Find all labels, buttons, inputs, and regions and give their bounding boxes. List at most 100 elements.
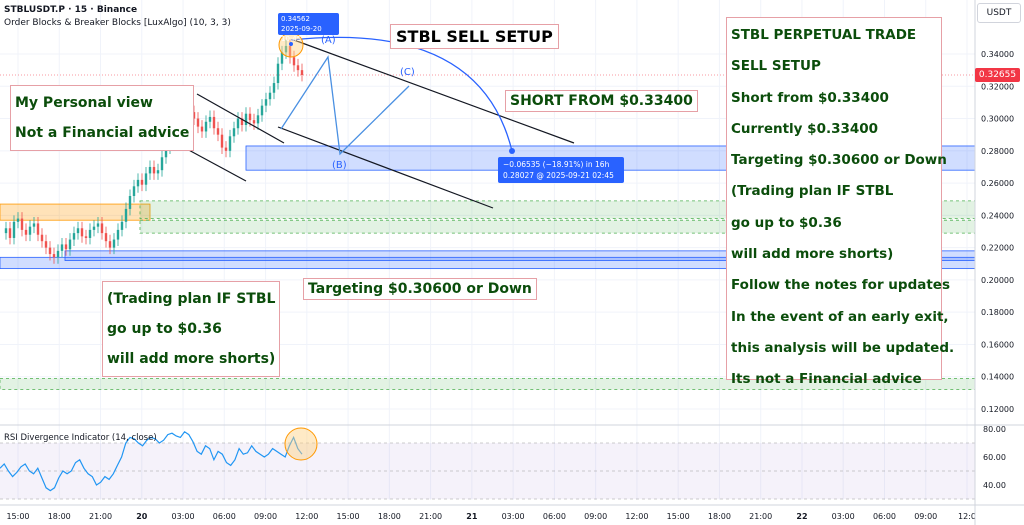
order-block-orange — [0, 203, 151, 221]
x-tick-label: 15:00 — [6, 512, 29, 521]
candle-body — [120, 221, 124, 230]
candle-body — [108, 241, 112, 248]
x-tick-label: 18:00 — [48, 512, 71, 521]
title-note[interactable]: STBL SELL SETUP — [390, 24, 559, 49]
plan-line-1: (Trading plan IF STBL — [107, 291, 276, 307]
side-line-11: this analysis will be updated. — [731, 339, 955, 356]
x-tick-label: 22 — [796, 512, 807, 521]
abc-wave-path — [280, 55, 410, 156]
side-line-12: Its not a Financial advice — [731, 371, 922, 388]
top-dot — [289, 42, 293, 46]
personal-line-1: My Personal view — [15, 95, 153, 111]
candle-body — [240, 118, 244, 125]
x-tick-label: 12:00 — [295, 512, 318, 521]
side-line-8: will add more shorts) — [731, 246, 894, 263]
candle-body — [284, 45, 288, 53]
side-line-6: (Trading plan IF STBL — [731, 183, 894, 200]
y-tick-label: 0.18000 — [981, 308, 1014, 317]
candle-body — [44, 241, 48, 248]
x-tick-label: 21:00 — [419, 512, 442, 521]
side-line-10: In the event of an early exit, — [731, 308, 949, 325]
wave-label-c: (C) — [400, 67, 415, 78]
candle-body — [60, 244, 64, 251]
candle-body — [156, 170, 160, 174]
y-tick-label: 0.32000 — [981, 82, 1014, 91]
top-price-time: 2025-09-20 10:45 — [281, 25, 322, 43]
trading-plan-note[interactable]: (Trading plan IF STBL go up to $0.36 wil… — [102, 281, 281, 377]
candle-body — [228, 136, 232, 151]
candle-body — [76, 228, 80, 234]
candle-body — [12, 221, 16, 238]
candle-body — [64, 244, 68, 250]
x-tick-label: 06:00 — [543, 512, 566, 521]
y-tick-label: 0.28000 — [981, 147, 1014, 156]
x-tick-label: 15:00 — [337, 512, 360, 521]
candle-body — [204, 121, 208, 132]
candle-body — [160, 157, 164, 171]
drawings — [184, 32, 575, 209]
side-line-4: Currently $0.33400 — [731, 120, 879, 137]
candle-body — [260, 105, 264, 116]
short-note[interactable]: SHORT FROM $0.33400 — [505, 90, 698, 112]
target-text: Targeting $0.30600 or Down — [308, 281, 532, 297]
candle-body — [236, 118, 240, 129]
candle-body — [68, 239, 72, 250]
x-tick-label: 21 — [466, 512, 478, 521]
candle-body — [212, 116, 216, 129]
candle-body — [208, 116, 212, 122]
candle-body — [84, 236, 88, 238]
rsi-tick-label: 80.00 — [983, 425, 1006, 434]
candle-body — [124, 208, 128, 222]
measure-change: −0.06535 (−18.91%) in 16h — [503, 160, 610, 169]
candle-body — [264, 99, 268, 106]
projection-arc — [290, 36, 513, 152]
side-line-3: Short from $0.33400 — [731, 89, 889, 106]
x-tick-label: 12:0 — [958, 512, 976, 521]
candle-body — [244, 113, 248, 125]
candle-body — [288, 45, 292, 58]
candle-body — [216, 128, 220, 135]
x-tick-label: 06:00 — [213, 512, 236, 521]
side-line-5: Targeting $0.30600 or Down — [731, 152, 947, 169]
candle-body — [128, 196, 132, 209]
currency-button[interactable]: USDT — [977, 3, 1021, 23]
top-price-tooltip: 0.34562 2025-09-20 10:45 — [278, 13, 339, 43]
plan-line-2: go up to $0.36 — [107, 321, 222, 337]
wave-label-b: (B) — [332, 160, 347, 171]
candle-body — [268, 92, 272, 100]
x-tick-label: 03:00 — [832, 512, 855, 521]
candle-body — [280, 52, 284, 64]
side-line-7: go up to $0.36 — [731, 214, 842, 231]
y-tick-label: 0.26000 — [981, 179, 1014, 188]
candle-body — [272, 83, 276, 93]
target-note[interactable]: Targeting $0.30600 or Down — [303, 278, 537, 300]
candle-body — [116, 229, 120, 240]
candle-body — [100, 223, 104, 234]
rsi-indicator-label: RSI Divergence Indicator (14, close) — [4, 433, 157, 443]
trendline-upper-1 — [196, 93, 285, 144]
candle-body — [80, 228, 84, 237]
candle-body — [248, 113, 252, 121]
candle-body — [132, 186, 136, 196]
personal-view-note[interactable]: My Personal view Not a Financial advice — [10, 85, 195, 151]
candle-body — [104, 233, 108, 242]
trendline-lower-1 — [184, 147, 247, 182]
candle-body — [252, 120, 256, 124]
side-analysis-note[interactable]: STBL PERPETUAL TRADE SELL SETUP Short fr… — [726, 17, 955, 387]
x-tick-label: 18:00 — [708, 512, 731, 521]
side-line-1: STBL PERPETUAL TRADE — [731, 27, 917, 43]
x-tick-label: 21:00 — [89, 512, 112, 521]
x-tick-label: 06:00 — [873, 512, 896, 521]
candle-body — [96, 223, 100, 227]
candle-body — [20, 218, 24, 230]
candle-body — [300, 70, 304, 75]
candles — [4, 39, 304, 264]
candle-body — [52, 254, 56, 258]
candle-body — [4, 228, 8, 234]
y-tick-label: 0.16000 — [981, 340, 1014, 349]
x-tick-label: 12:00 — [625, 512, 648, 521]
side-line-2: SELL SETUP — [731, 58, 821, 75]
candle-body — [292, 57, 296, 66]
y-tick-label: 0.20000 — [981, 276, 1014, 285]
